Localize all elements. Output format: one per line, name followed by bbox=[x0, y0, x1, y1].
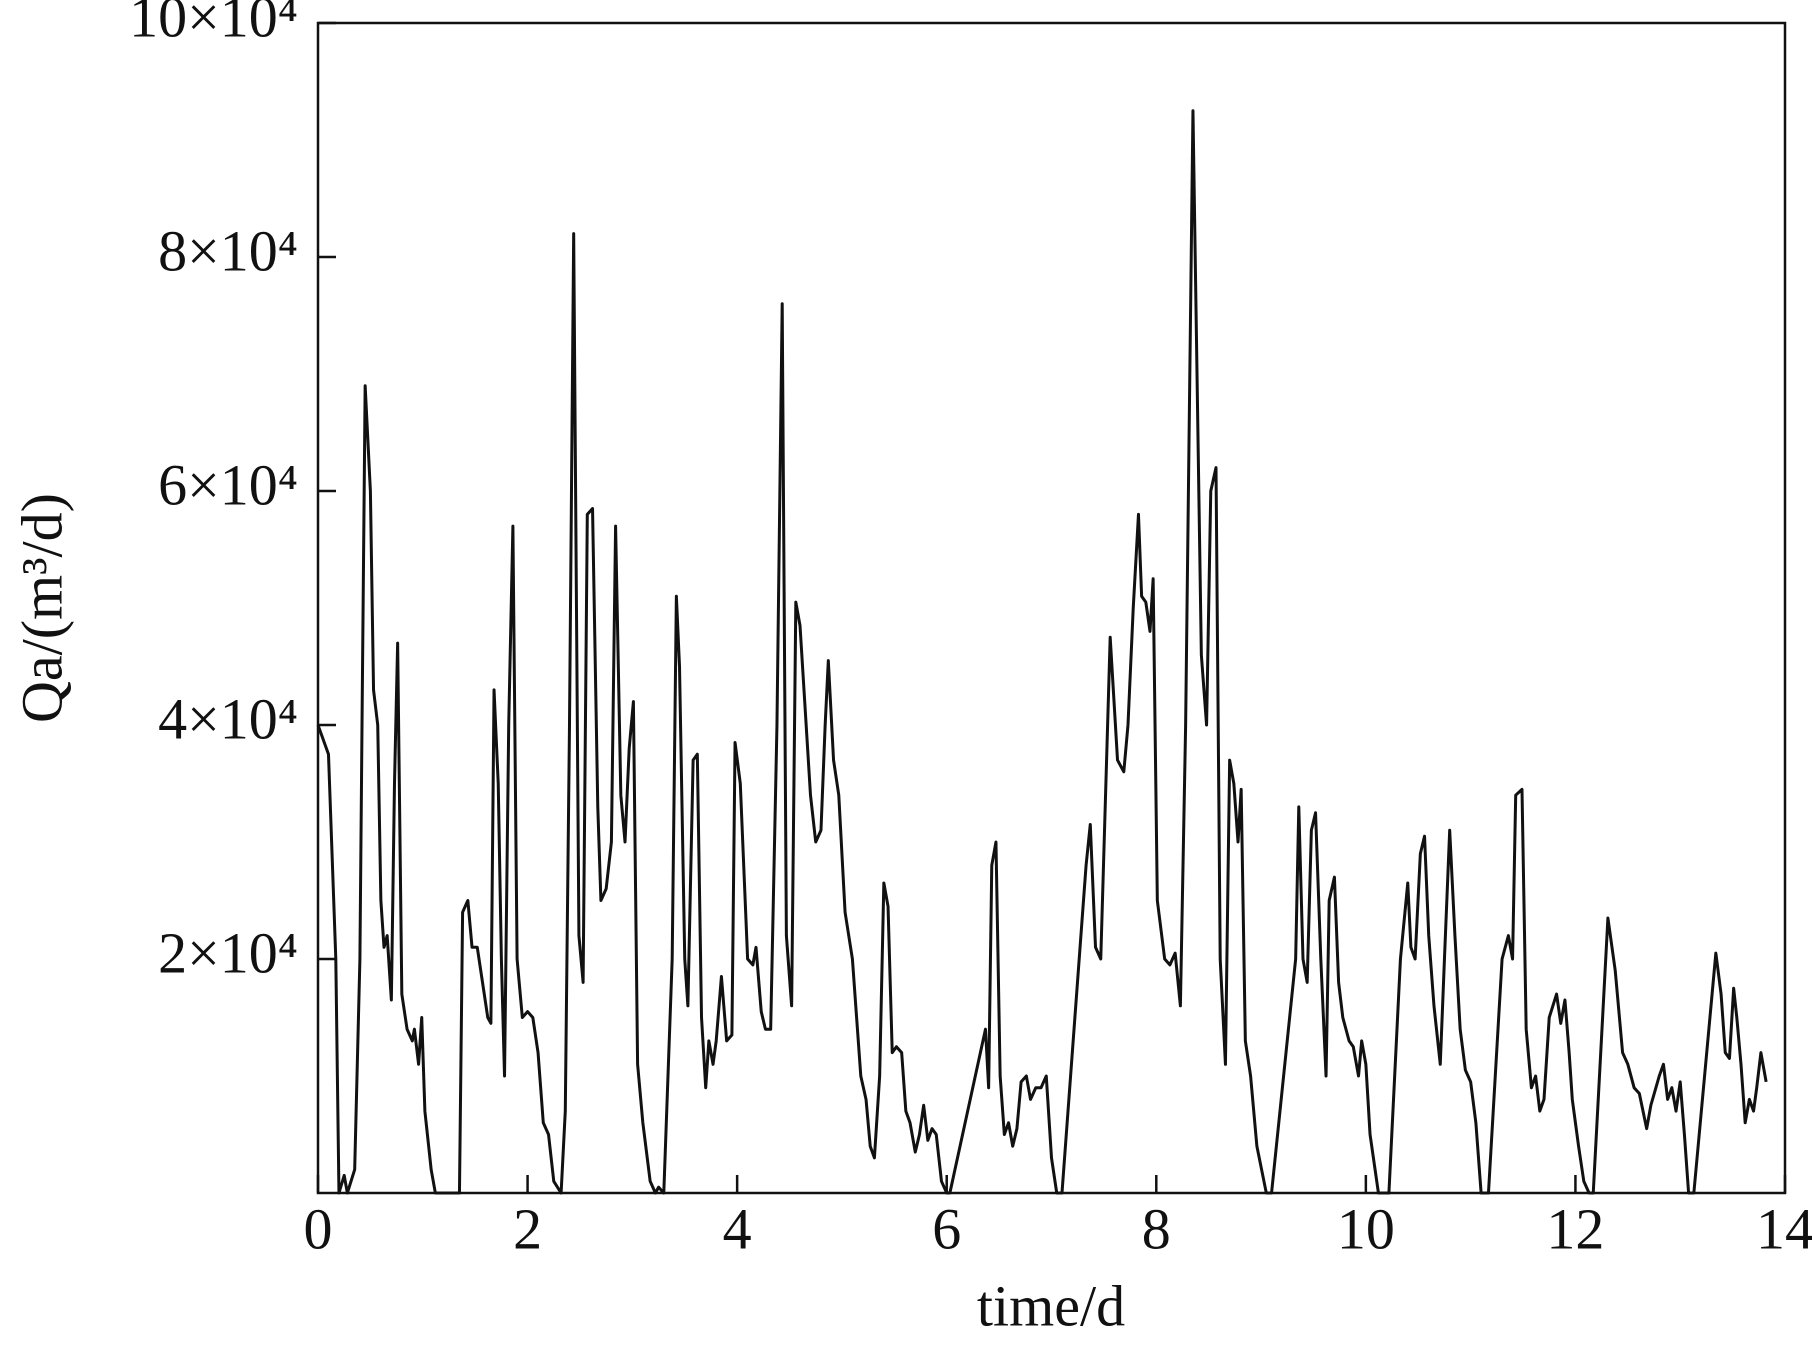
x-tick-label: 10 bbox=[1337, 1196, 1395, 1261]
y-tick-label: 2×10⁴ bbox=[158, 920, 298, 985]
x-tick-label: 8 bbox=[1142, 1196, 1171, 1261]
y-tick-label: 10×10⁴ bbox=[129, 0, 298, 49]
x-tick-label: 4 bbox=[723, 1196, 752, 1261]
x-tick-label: 12 bbox=[1546, 1196, 1604, 1261]
x-tick-label: 2 bbox=[513, 1196, 542, 1261]
x-tick-label: 14 bbox=[1756, 1196, 1812, 1261]
x-axis-label: time/d bbox=[977, 1273, 1125, 1338]
x-tick-label: 0 bbox=[304, 1196, 333, 1261]
y-tick-label: 8×10⁴ bbox=[158, 218, 298, 283]
x-tick-label: 6 bbox=[932, 1196, 961, 1261]
y-tick-label: 6×10⁴ bbox=[158, 452, 298, 517]
data-line bbox=[316, 109, 1768, 1195]
y-tick-label: 4×10⁴ bbox=[158, 686, 298, 751]
y-axis-label: Qa/(m³/d) bbox=[9, 493, 74, 723]
plot-frame bbox=[316, 21, 1787, 1195]
